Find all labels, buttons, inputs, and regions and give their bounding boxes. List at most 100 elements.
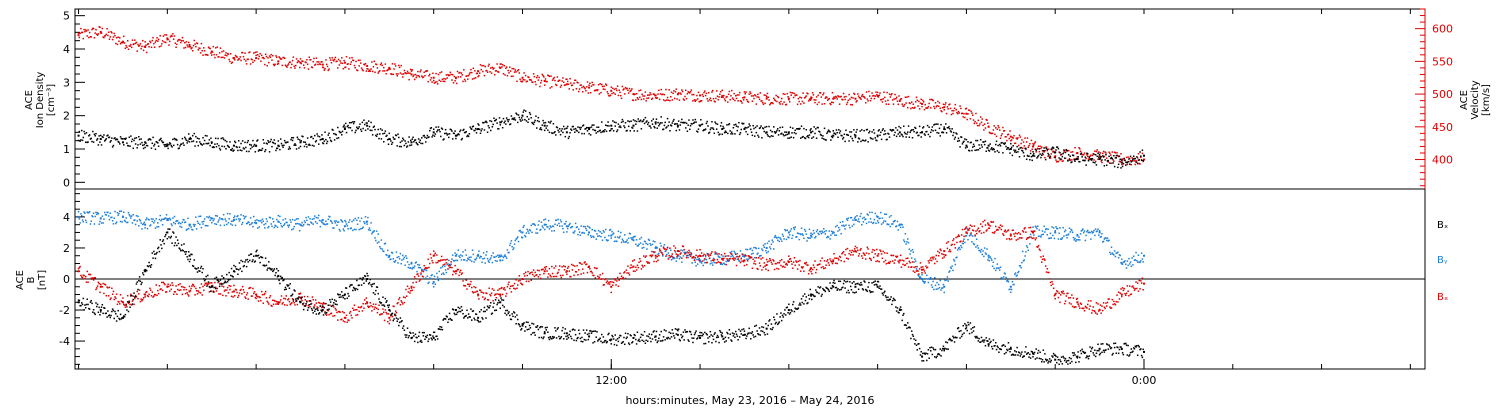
ion-density-dot bbox=[176, 139, 178, 141]
velocity-dot bbox=[976, 122, 978, 124]
b-y-dot bbox=[237, 215, 239, 217]
velocity-dot bbox=[221, 51, 223, 53]
b-y-dot bbox=[840, 233, 842, 235]
b-y-dot bbox=[641, 247, 643, 249]
b-z-dot bbox=[364, 299, 366, 301]
velocity-dot bbox=[423, 76, 425, 78]
ion-density-dot bbox=[681, 119, 683, 121]
b-y-dot bbox=[683, 255, 685, 257]
ion-density-dot bbox=[844, 141, 846, 143]
b-y-dot bbox=[1105, 237, 1107, 239]
b-y-dot bbox=[294, 219, 296, 221]
b-y-dot bbox=[1137, 261, 1139, 263]
b-y-dot bbox=[383, 251, 385, 253]
ion-density-dot bbox=[1092, 158, 1094, 160]
ion-density-dot bbox=[370, 130, 372, 132]
velocity-dot bbox=[947, 106, 949, 108]
velocity-dot bbox=[389, 68, 391, 70]
ion-density-dot bbox=[1012, 145, 1014, 147]
velocity-dot bbox=[442, 80, 444, 82]
velocity-dot bbox=[1097, 158, 1099, 160]
b-y-dot bbox=[1058, 238, 1060, 240]
velocity-dot bbox=[844, 99, 846, 101]
b-y-dot bbox=[763, 245, 765, 247]
b-y-dot bbox=[386, 255, 388, 257]
velocity-dot bbox=[507, 75, 509, 77]
ion-density-dot bbox=[909, 132, 911, 134]
ion-density-dot bbox=[627, 120, 629, 122]
b-y-dot bbox=[1099, 230, 1101, 232]
velocity-dot bbox=[602, 86, 604, 88]
b-z-dot bbox=[224, 289, 226, 291]
b-y-dot bbox=[880, 212, 882, 214]
b-y-dot bbox=[416, 262, 418, 264]
velocity-dot bbox=[496, 70, 498, 72]
b-z-dot bbox=[415, 278, 417, 280]
b-y-dot bbox=[1101, 233, 1103, 235]
b-y-dot bbox=[134, 219, 136, 221]
ion-density-dot bbox=[533, 124, 535, 126]
ion-density-dot bbox=[224, 140, 226, 142]
b-z-point bbox=[988, 224, 990, 226]
b-y-dot bbox=[496, 260, 498, 262]
ion-density-dot bbox=[275, 150, 277, 152]
ion-density-dot bbox=[718, 132, 720, 134]
velocity-dot bbox=[849, 98, 851, 100]
b-y-dot bbox=[1013, 284, 1015, 286]
b-z-dot bbox=[220, 293, 222, 295]
velocity-dot bbox=[336, 60, 338, 62]
ion-density-dot bbox=[525, 110, 527, 112]
velocity-dot bbox=[848, 100, 850, 102]
ion-density-dot bbox=[997, 145, 999, 147]
b-y-point bbox=[344, 225, 346, 227]
b-z-dot bbox=[243, 292, 245, 294]
ion-density-dot bbox=[418, 138, 420, 140]
b-z-dot bbox=[266, 297, 268, 299]
velocity-dot bbox=[362, 70, 364, 72]
ion-density-dot bbox=[978, 149, 980, 151]
ion-density-dot bbox=[390, 140, 392, 142]
b-y-dot bbox=[808, 237, 810, 239]
b-y-dot bbox=[593, 236, 595, 238]
b-y-dot bbox=[366, 221, 368, 223]
ion-density-dot bbox=[783, 135, 785, 137]
b-z-dot bbox=[396, 312, 398, 314]
velocity-dot bbox=[1092, 155, 1094, 157]
ion-density-dot bbox=[410, 140, 412, 142]
b-y-dot bbox=[1093, 230, 1095, 232]
ion-density-dot bbox=[920, 132, 922, 134]
ion-density-dot bbox=[934, 124, 936, 126]
ion-density-dot bbox=[213, 147, 215, 149]
velocity-dot bbox=[1040, 148, 1042, 150]
velocity-dot bbox=[421, 75, 423, 77]
ion-density-dot bbox=[505, 123, 507, 125]
ion-density-dot bbox=[369, 126, 371, 128]
b-y-dot bbox=[334, 220, 336, 222]
b-y-dot bbox=[902, 226, 904, 228]
velocity-dot bbox=[473, 68, 475, 70]
velocity-dot bbox=[717, 95, 719, 97]
b-z-dot bbox=[229, 289, 231, 291]
ion-density-dot bbox=[326, 143, 328, 145]
ion-density-dot bbox=[249, 144, 251, 146]
ion-density-dot bbox=[779, 127, 781, 129]
b-z-dot bbox=[209, 291, 211, 293]
b-z-dot bbox=[226, 289, 228, 291]
b-z-dot bbox=[414, 276, 416, 278]
b-y-dot bbox=[363, 221, 365, 223]
ion-density-dot bbox=[1100, 157, 1102, 159]
b-y-dot bbox=[933, 289, 935, 291]
velocity-dot bbox=[723, 95, 725, 97]
velocity-dot bbox=[479, 72, 481, 74]
velocity-dot bbox=[659, 99, 661, 101]
ion-density-dot bbox=[546, 125, 548, 127]
ion-density-dot bbox=[944, 129, 946, 131]
velocity-dot bbox=[977, 125, 979, 127]
b-z-dot bbox=[280, 299, 282, 301]
ion-density-point bbox=[1121, 161, 1123, 163]
b-z-dot bbox=[402, 303, 404, 305]
b-z-dot bbox=[121, 301, 123, 303]
ion-density-dot bbox=[389, 133, 391, 135]
ion-density-dot bbox=[81, 130, 83, 132]
b-z-dot bbox=[85, 276, 87, 278]
